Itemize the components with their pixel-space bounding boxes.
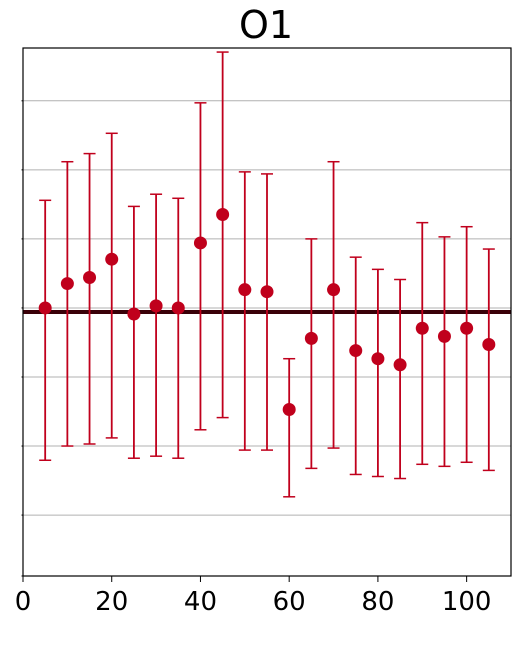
data-point — [60, 277, 74, 291]
data-points — [38, 208, 496, 416]
error-bar — [216, 51, 229, 419]
error-bar — [482, 248, 495, 472]
chart-title: O1 — [239, 3, 293, 47]
error-bars — [39, 51, 495, 498]
error-bar — [105, 132, 118, 439]
error-bar — [283, 357, 296, 498]
data-point — [216, 208, 230, 222]
error-bar — [150, 193, 163, 457]
data-point — [327, 283, 341, 297]
x-tick-label-2: 40 — [184, 587, 217, 617]
error-bar — [460, 225, 473, 464]
data-point — [437, 329, 451, 343]
data-point — [83, 270, 97, 284]
error-bar — [127, 205, 140, 459]
data-point — [127, 307, 141, 321]
error-bar — [238, 171, 251, 451]
error-bar — [172, 197, 185, 459]
x-ticks: 0 20 40 60 80 100 — [15, 576, 492, 617]
x-tick-label-5: 100 — [442, 587, 492, 617]
error-bar — [349, 256, 362, 476]
error-bar — [394, 278, 407, 480]
data-point — [260, 285, 274, 299]
data-point — [304, 331, 318, 345]
data-point — [282, 402, 296, 416]
data-point — [371, 352, 385, 366]
data-point — [171, 301, 185, 315]
error-bar — [194, 102, 207, 431]
error-bar — [438, 236, 451, 468]
error-bar — [327, 160, 340, 449]
data-point — [482, 337, 496, 351]
x-tick-label-3: 60 — [273, 587, 306, 617]
plot-frame — [22, 47, 512, 577]
data-point — [38, 301, 52, 315]
error-bar — [416, 221, 429, 466]
data-point — [238, 283, 252, 297]
data-point — [105, 252, 119, 266]
error-bar — [83, 152, 96, 445]
error-bar — [61, 160, 74, 447]
x-tick-label-1: 20 — [95, 587, 128, 617]
x-tick-label-4: 80 — [361, 587, 394, 617]
data-point — [393, 358, 407, 372]
data-point — [349, 344, 363, 358]
error-bar — [305, 238, 318, 470]
data-point — [415, 321, 429, 335]
x-tick-label-0: 0 — [15, 587, 32, 617]
error-bar — [39, 199, 52, 461]
error-bar — [371, 268, 384, 478]
data-point — [460, 321, 474, 335]
data-point — [193, 236, 207, 250]
data-point — [149, 299, 163, 313]
error-bar — [261, 173, 273, 451]
